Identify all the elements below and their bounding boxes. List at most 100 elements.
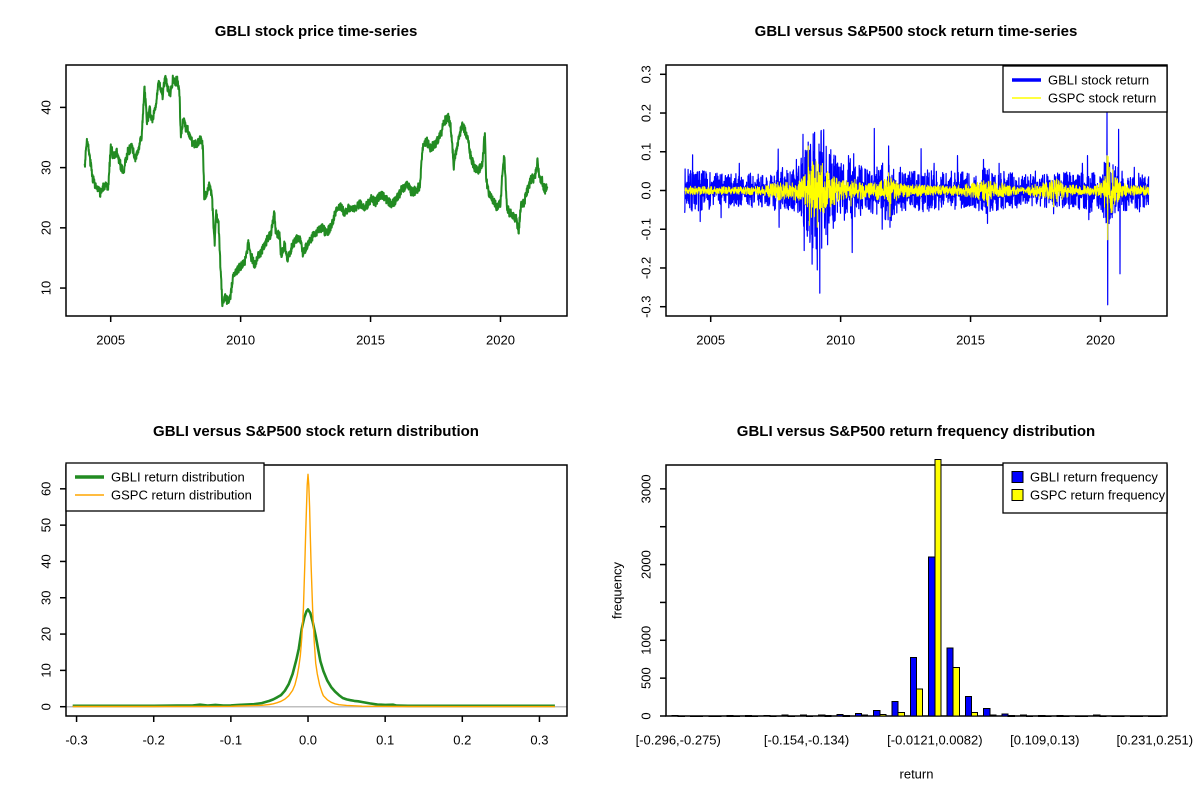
bar-gbli-bin-10 xyxy=(854,712,863,717)
bar-gbli-bin-21 xyxy=(1056,715,1064,718)
bar-gspc-bin-4 xyxy=(751,715,759,718)
svg-text:20: 20 xyxy=(39,627,54,641)
plot-title-returns: GBLI versus S&P500 stock return time-ser… xyxy=(754,23,1078,40)
plot-title-density: GBLI versus S&P500 stock return distribu… xyxy=(153,423,479,440)
panel-return-distribution: GBLI versus S&P500 stock return distribu… xyxy=(0,400,600,800)
bar-gspc-bin-21 xyxy=(1062,715,1070,718)
svg-text:10: 10 xyxy=(39,281,54,295)
panel-price-time-series: GBLI stock price time-series 2005 2010 201… xyxy=(0,0,600,400)
svg-text:0.1: 0.1 xyxy=(376,733,394,748)
svg-text:0.0: 0.0 xyxy=(639,181,654,199)
svg-text:-0.2: -0.2 xyxy=(143,733,165,748)
svg-text:20: 20 xyxy=(39,221,54,235)
legend-square-sample xyxy=(1011,489,1024,501)
bar-gspc-bin-6 xyxy=(787,715,795,718)
bar-gspc-bin-26 xyxy=(1154,715,1162,718)
svg-text:-0.1: -0.1 xyxy=(220,733,242,748)
svg-text:[-0.154,-0.134): [-0.154,-0.134) xyxy=(764,733,849,748)
svg-text:2005: 2005 xyxy=(96,333,125,348)
svg-text:GSPC return distribution: GSPC return distribution xyxy=(111,488,252,503)
svg-text:2000: 2000 xyxy=(639,550,654,579)
return-distribution-plot: -0.3 -0.2 -0.1 0.0 0.1 0.2 0.3 0 10 20 30 40 50 60 GBL… xyxy=(39,462,568,748)
axis-tick-labels: 0 500 1000 2000 3000 xyxy=(639,474,654,719)
bar-gbli-bin-5 xyxy=(763,714,771,717)
bar-gspc-bin-23 xyxy=(1099,715,1107,718)
bar-gspc-bin-13 xyxy=(916,688,924,717)
svg-text:GBLI return distribution: GBLI return distribution xyxy=(111,470,245,485)
series-returns xyxy=(684,108,1150,306)
bar-gbli-bin-2 xyxy=(708,715,716,718)
svg-text:60: 60 xyxy=(39,482,54,496)
svg-text:GBLI stock return: GBLI stock return xyxy=(1048,73,1149,88)
svg-text:30: 30 xyxy=(39,591,54,605)
svg-text:0.0: 0.0 xyxy=(299,733,317,748)
bar-gbli-bin-9 xyxy=(836,713,844,717)
bar-gbli-bin-25 xyxy=(1129,715,1137,718)
bar-gspc-bin-1 xyxy=(696,715,704,718)
svg-text:10: 10 xyxy=(39,663,54,677)
plot-title-histogram: GBLI versus S&P500 return frequency dist… xyxy=(736,423,1096,440)
svg-text:0: 0 xyxy=(39,703,54,710)
bar-gspc-bin-7 xyxy=(806,715,814,718)
svg-text:[-0.0121,0.0082): [-0.0121,0.0082) xyxy=(887,733,982,748)
gbli-price-line xyxy=(83,74,549,308)
svg-text:50: 50 xyxy=(39,518,54,532)
histogram-bars xyxy=(671,458,1162,718)
bar-gspc-bin-0 xyxy=(677,715,685,718)
bar-gbli-bin-26 xyxy=(1148,715,1156,718)
legend-square-sample xyxy=(1011,471,1024,483)
svg-text:-0.3: -0.3 xyxy=(639,296,654,318)
svg-text:3000: 3000 xyxy=(639,474,654,503)
bar-gspc-bin-3 xyxy=(732,715,740,718)
svg-text:40: 40 xyxy=(39,100,54,114)
bar-gspc-bin-12 xyxy=(897,712,905,717)
svg-text:[-0.296,-0.275): [-0.296,-0.275) xyxy=(636,733,721,748)
bar-gspc-bin-24 xyxy=(1117,715,1125,718)
bar-gbli-bin-6 xyxy=(781,714,789,717)
bar-gbli-bin-4 xyxy=(744,715,753,717)
axes xyxy=(660,64,1168,322)
bar-gspc-bin-19 xyxy=(1025,715,1034,718)
svg-text:2020: 2020 xyxy=(1086,333,1115,348)
series-gbli-price xyxy=(83,74,549,308)
bar-gbli-bin-13 xyxy=(909,657,918,717)
returns-line-gbli xyxy=(684,108,1150,306)
bar-gspc-bin-17 xyxy=(989,714,997,717)
axes xyxy=(60,464,568,722)
svg-text:0.1: 0.1 xyxy=(639,143,654,161)
bar-gbli-bin-19 xyxy=(1019,714,1027,717)
svg-text:GSPC stock return: GSPC stock return xyxy=(1048,91,1156,106)
svg-text:-0.3: -0.3 xyxy=(65,733,87,748)
return-frequency-plot: 0 500 1000 2000 3000 [-0.296,-0.275) [-0.154,-… xyxy=(610,458,1194,782)
bin-labels: [-0.296,-0.275) [-0.154,-0.134) [-0.0121,0… xyxy=(610,561,1194,781)
svg-text:0.3: 0.3 xyxy=(639,65,654,83)
svg-text:[0.231,0.251): [0.231,0.251) xyxy=(1116,733,1193,748)
bar-gspc-bin-15 xyxy=(952,667,960,717)
svg-text:2010: 2010 xyxy=(226,333,255,348)
bar-gbli-bin-17 xyxy=(983,707,991,717)
svg-text:1000: 1000 xyxy=(639,626,654,655)
bar-gspc-bin-16 xyxy=(970,712,979,717)
density-line-gbli xyxy=(72,608,555,708)
bar-gbli-bin-11 xyxy=(873,710,881,717)
x-axis-title: return xyxy=(900,767,934,782)
svg-text:0.2: 0.2 xyxy=(639,104,654,122)
bar-gspc-bin-25 xyxy=(1135,715,1144,718)
svg-text:GSPC return frequency: GSPC return frequency xyxy=(1030,488,1166,503)
svg-text:2010: 2010 xyxy=(826,333,855,348)
axis-tick-labels: 2005 2010 2015 2020 10 20 30 40 xyxy=(39,100,515,347)
svg-text:30: 30 xyxy=(39,160,54,174)
svg-text:2015: 2015 xyxy=(356,333,385,348)
bar-gbli-bin-3 xyxy=(726,715,734,718)
svg-text:2020: 2020 xyxy=(486,333,515,348)
bar-gbli-bin-7 xyxy=(799,714,808,717)
bar-gspc-bin-11 xyxy=(879,713,887,717)
svg-text:500: 500 xyxy=(639,667,654,689)
axis-tick-labels: -0.3 -0.2 -0.1 0.0 0.1 0.2 0.3 0 10 20 30 40 50 60 xyxy=(39,482,549,748)
bar-gspc-bin-14 xyxy=(934,458,942,717)
panel-return-frequency: GBLI versus S&P500 return frequency dist… xyxy=(600,400,1200,800)
y-axis-title: frequency xyxy=(610,561,625,619)
bar-gbli-bin-22 xyxy=(1074,715,1082,718)
svg-text:-0.2: -0.2 xyxy=(639,257,654,279)
